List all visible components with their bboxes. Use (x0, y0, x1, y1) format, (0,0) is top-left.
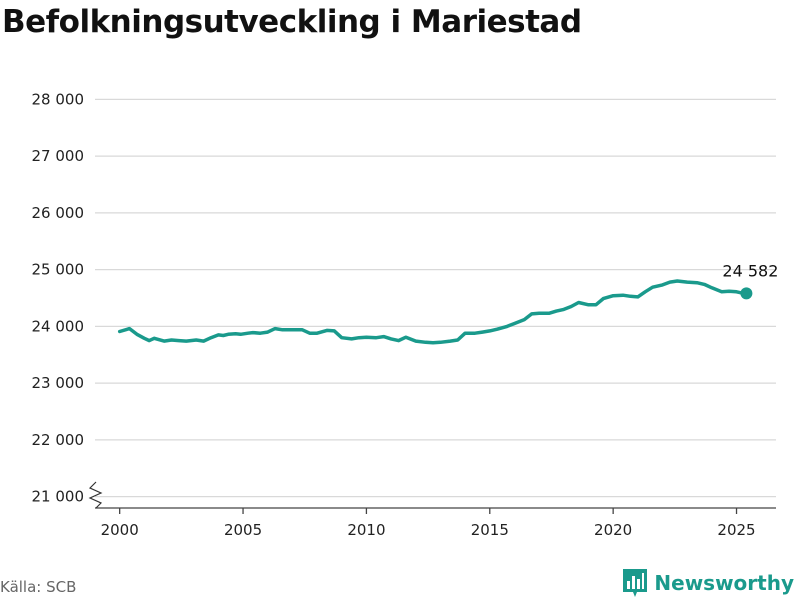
y-tick-label: 27 000 (32, 147, 85, 165)
x-tick-label: 2020 (594, 521, 632, 539)
source-note: Källa: SCB (0, 578, 77, 596)
brand-logo: Newsworthy (622, 568, 794, 598)
x-tick-label: 2000 (101, 521, 139, 539)
end-value-label: 24 582 (722, 261, 778, 280)
x-tick-label: 2005 (224, 521, 262, 539)
y-tick-label: 26 000 (32, 204, 85, 222)
y-axis-ticks: 21 000 22 000 23 000 24 000 25 000 26 000 27 0… (32, 90, 85, 505)
y-tick-label: 21 000 (32, 488, 85, 506)
y-tick-label: 24 000 (32, 317, 85, 335)
bar-chart-icon (623, 569, 648, 597)
series-line (117, 279, 749, 345)
y-tick-label: 25 000 (32, 261, 85, 279)
chart-title: Befolkningsutveckling i Mariestad (2, 4, 582, 40)
x-tick-label: 2015 (471, 521, 509, 539)
x-tick-label: 2025 (717, 521, 755, 539)
y-tick-label: 22 000 (32, 431, 85, 449)
y-tick-label: 28 000 (32, 90, 85, 108)
gridlines (95, 98, 776, 498)
x-axis: 2000 2005 2010 2015 2020 2025 (95, 507, 776, 539)
end-marker-layer: 24 582 (722, 261, 778, 300)
axis-break-zigzag (88, 481, 103, 509)
x-tick-label: 2010 (347, 521, 385, 539)
end-point-marker (740, 287, 753, 300)
y-tick-label: 23 000 (32, 374, 85, 392)
brand-name: Newsworthy (654, 571, 794, 595)
axis-break-icon (88, 481, 103, 509)
series-layer (117, 279, 749, 345)
